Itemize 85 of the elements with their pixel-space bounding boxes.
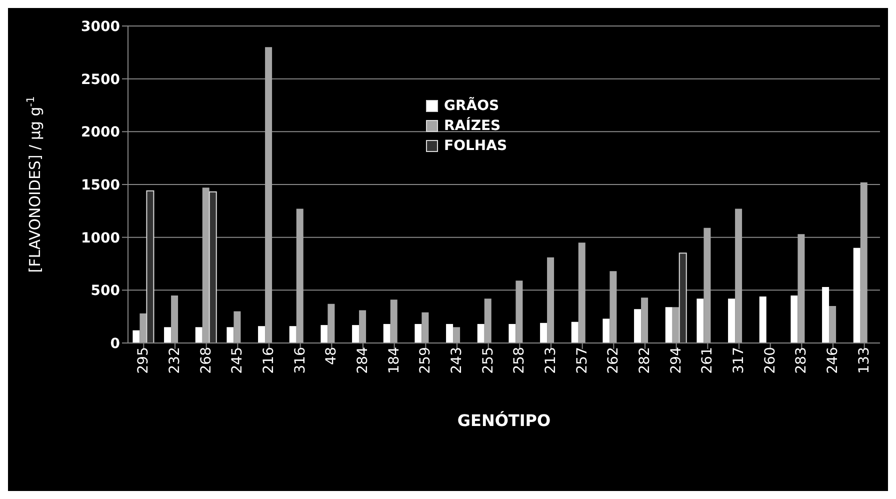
bar xyxy=(289,326,296,343)
bar xyxy=(453,327,460,343)
bar xyxy=(328,304,335,343)
legend-label: RAÍZES xyxy=(443,118,502,134)
bar xyxy=(665,307,672,343)
x-tick-label: 262 xyxy=(606,347,622,374)
x-tick-label: 317 xyxy=(730,347,747,374)
legend-label: GRÃOS xyxy=(443,98,500,114)
bar xyxy=(383,324,390,343)
legend-label: FOLHAS xyxy=(443,138,508,154)
x-tick-label: 268 xyxy=(198,347,214,374)
x-tick-label: 216 xyxy=(260,346,277,374)
bar xyxy=(414,324,422,343)
bar xyxy=(860,182,868,343)
bar xyxy=(171,295,178,343)
bar xyxy=(853,248,860,343)
y-tick-label: 1000 xyxy=(81,230,120,246)
bar xyxy=(547,257,554,343)
bar xyxy=(540,322,548,343)
bar xyxy=(610,271,617,343)
bar xyxy=(678,252,687,343)
x-tick-label: 294 xyxy=(668,346,684,374)
bar xyxy=(422,312,429,343)
bar xyxy=(195,327,202,343)
bar xyxy=(226,327,234,343)
x-tick-label: 245 xyxy=(230,347,246,374)
x-tick-label: 282 xyxy=(636,347,653,374)
y-tick-label: 500 xyxy=(90,283,120,300)
bar xyxy=(258,326,266,343)
bar xyxy=(390,300,398,343)
bar xyxy=(634,309,642,343)
bar xyxy=(672,307,680,343)
bar xyxy=(829,306,836,343)
bar xyxy=(202,188,210,343)
bar xyxy=(296,208,304,343)
bar xyxy=(790,295,798,343)
bar xyxy=(571,322,578,343)
x-tick-label: 48 xyxy=(324,347,340,365)
x-tick-label: 316 xyxy=(292,346,308,374)
x-tick-label: 260 xyxy=(762,347,778,374)
x-tick-label: 295 xyxy=(136,347,152,374)
x-tick-label: 283 xyxy=(794,347,810,374)
bar xyxy=(234,311,241,343)
bar xyxy=(146,190,154,343)
bar xyxy=(735,208,742,343)
bar xyxy=(641,298,648,343)
bar xyxy=(140,313,147,343)
x-tick-label: 232 xyxy=(166,347,183,374)
bar xyxy=(704,228,711,343)
bar xyxy=(477,324,484,343)
bar xyxy=(759,296,766,343)
x-tick-label: 246 xyxy=(824,346,841,374)
bar xyxy=(696,298,704,343)
x-tick-label: 133 xyxy=(856,347,872,374)
bar xyxy=(578,242,586,343)
bar xyxy=(320,325,328,343)
bar xyxy=(352,325,360,343)
bar xyxy=(484,298,492,343)
x-tick-label: 284 xyxy=(354,346,371,374)
bar xyxy=(164,327,172,343)
x-tick-label: 243 xyxy=(448,347,465,374)
bar xyxy=(798,234,805,343)
bar xyxy=(602,318,610,343)
bar xyxy=(265,47,272,343)
x-tick-label: 259 xyxy=(418,347,434,374)
bar xyxy=(208,191,217,343)
x-tick-label: 213 xyxy=(542,347,559,374)
y-tick-label: 3000 xyxy=(81,18,120,35)
y-tick-label: 1500 xyxy=(81,177,120,194)
x-tick-label: 261 xyxy=(700,347,716,374)
bar xyxy=(822,286,830,343)
bar xyxy=(132,330,140,343)
x-tick-label: 184 xyxy=(386,346,402,374)
x-tick-label: 255 xyxy=(480,347,496,374)
y-tick-label: 2000 xyxy=(81,124,120,141)
bar xyxy=(508,324,516,343)
x-tick-label: 258 xyxy=(512,347,528,374)
x-tick-label: 257 xyxy=(574,347,590,374)
y-tick-label: 0 xyxy=(110,336,120,352)
bar xyxy=(516,280,523,343)
bar xyxy=(728,298,736,343)
y-tick-label: 2500 xyxy=(81,72,120,88)
bar xyxy=(359,310,366,343)
x-axis-title: GENÓTIPO xyxy=(457,411,551,430)
bar xyxy=(446,324,454,343)
